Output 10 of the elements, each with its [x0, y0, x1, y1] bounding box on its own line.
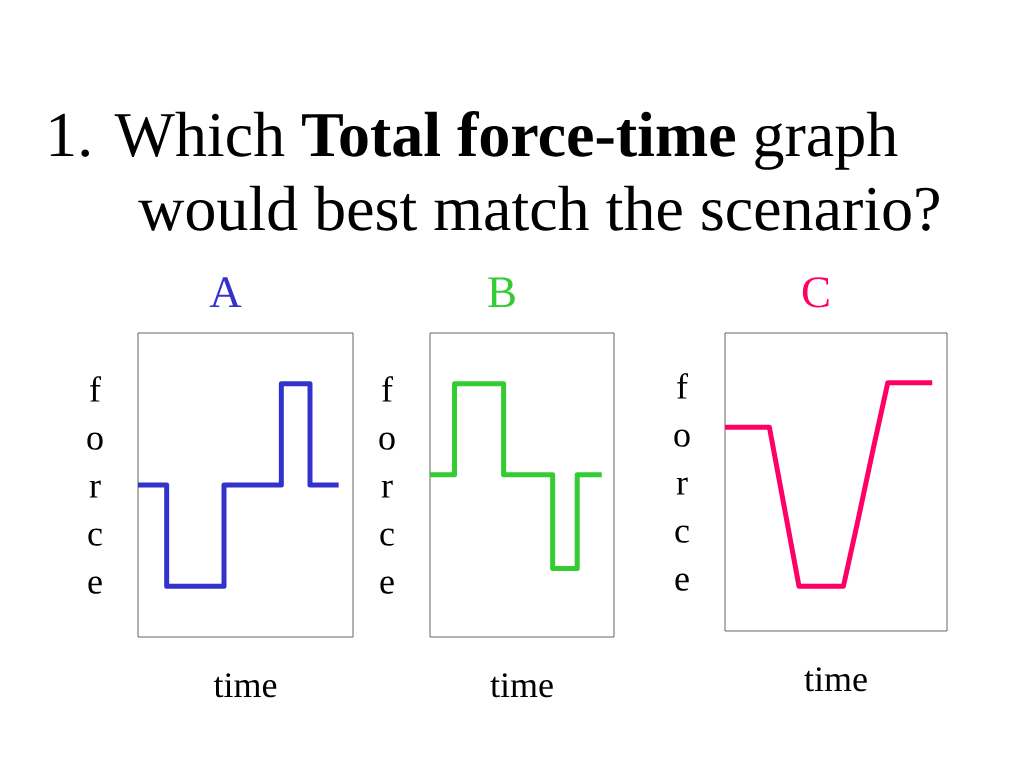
text: 1. Which Total force-time graph would best match the scenario?: [50, 110, 939, 231]
y-axis-title: force: [674, 373, 690, 591]
y-axis-title: force: [87, 376, 103, 594]
x-axis-title: time: [804, 667, 867, 692]
x-axis-title: time: [213, 673, 277, 698]
chart-title: A: [209, 277, 242, 307]
x-axis-title: time: [490, 673, 553, 698]
y-axis-title: force: [379, 376, 395, 594]
chart-title: B: [488, 277, 515, 308]
chart-title: C: [802, 277, 829, 308]
